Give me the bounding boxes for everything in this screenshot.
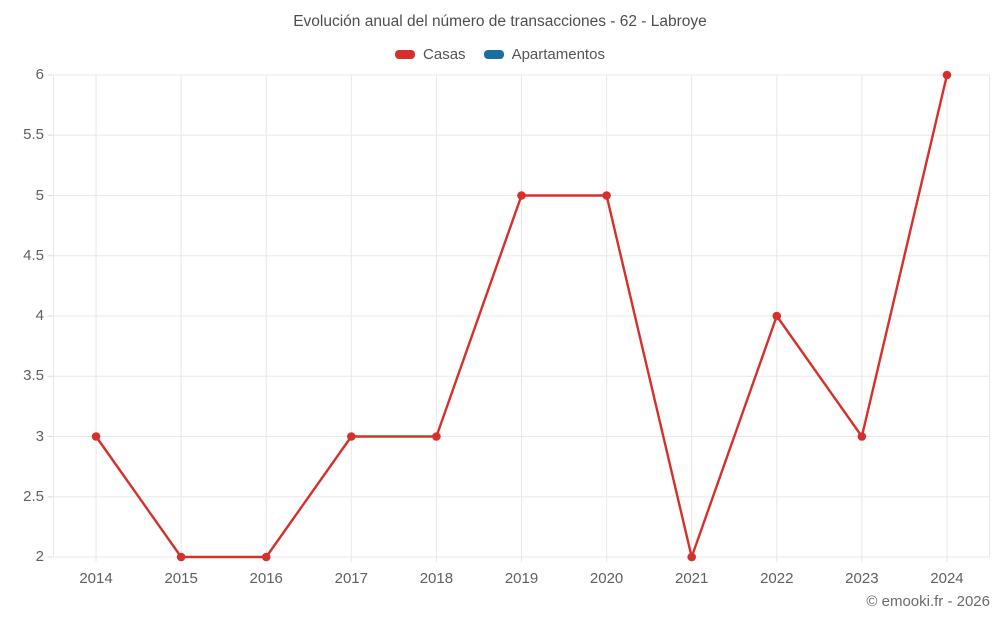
- x-axis-label: 2018: [419, 570, 454, 587]
- x-axis-label: 2017: [334, 570, 368, 587]
- chart-legend: Casas Apartamentos: [0, 46, 1000, 63]
- data-point-casas[interactable]: [347, 432, 356, 441]
- chart-title: Evolución anual del número de transaccio…: [293, 13, 707, 30]
- x-axis-label: 2020: [589, 570, 624, 587]
- x-axis-label: 2016: [249, 570, 283, 587]
- y-axis-label: 2.5: [23, 487, 44, 505]
- y-axis-label: 6: [35, 66, 44, 83]
- data-point-casas[interactable]: [602, 191, 611, 200]
- x-axis-label: 2022: [760, 570, 794, 587]
- legend-swatch-icon: [483, 50, 504, 59]
- y-axis-label: 5.5: [23, 126, 44, 144]
- x-axis-label: 2024: [930, 570, 964, 587]
- x-axis-label: 2015: [164, 570, 198, 587]
- y-axis-label: 2: [35, 548, 44, 565]
- data-point-casas[interactable]: [942, 70, 952, 80]
- data-point-casas[interactable]: [432, 432, 441, 441]
- legend-swatch-icon: [395, 50, 416, 59]
- data-point-casas[interactable]: [176, 552, 186, 562]
- y-axis-label: 4.5: [23, 246, 44, 264]
- data-point-casas[interactable]: [261, 552, 271, 562]
- copyright-footer: © emooki.fr - 2026: [866, 593, 990, 610]
- data-point-casas[interactable]: [517, 191, 526, 200]
- data-point-casas[interactable]: [91, 432, 101, 441]
- data-point-casas[interactable]: [772, 311, 782, 321]
- legend-item-apartamentos[interactable]: Apartamentos: [483, 46, 605, 63]
- y-axis-label: 3.5: [23, 367, 44, 385]
- x-axis-label: 2021: [674, 570, 709, 587]
- x-axis-label: 2023: [845, 570, 879, 587]
- x-axis-label: 2014: [79, 570, 113, 587]
- legend-label: Casas: [423, 46, 466, 63]
- y-axis-label: 3: [35, 427, 44, 445]
- legend-item-casas[interactable]: Casas: [395, 46, 466, 63]
- y-axis-label: 4: [35, 307, 44, 324]
- legend-label: Apartamentos: [511, 46, 605, 63]
- y-axis-label: 5: [35, 186, 44, 204]
- x-axis-label: 2019: [504, 570, 539, 587]
- data-point-casas[interactable]: [687, 552, 696, 562]
- data-point-casas[interactable]: [857, 432, 867, 441]
